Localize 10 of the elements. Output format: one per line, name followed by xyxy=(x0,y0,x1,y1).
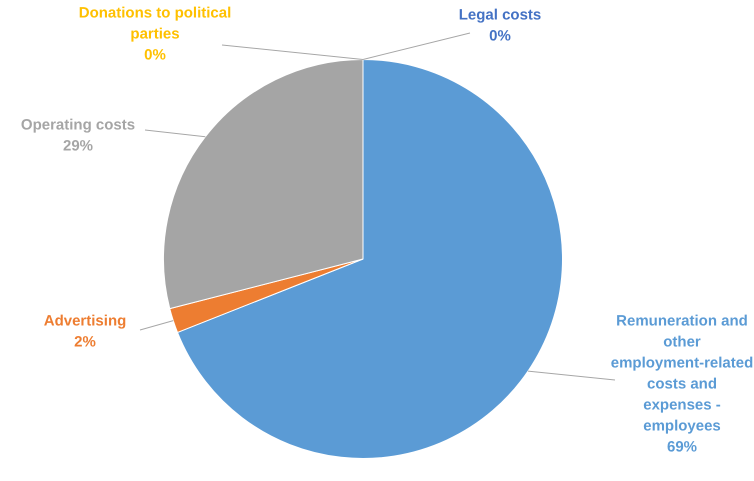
slice-label: Remuneration and other employment-related costs and expenses - employees xyxy=(610,312,754,435)
text: 0% xyxy=(489,28,511,45)
data-label: 2% xyxy=(74,334,96,351)
text: 0% xyxy=(144,46,166,64)
slice-label: Operating costs xyxy=(20,116,136,134)
slice-label: Advertising xyxy=(44,312,126,330)
data-label: 29% xyxy=(62,138,94,155)
data-label: 69% xyxy=(666,438,698,456)
category-label: Legal costs xyxy=(458,6,542,24)
category-label: Donations to political parties xyxy=(78,4,232,43)
